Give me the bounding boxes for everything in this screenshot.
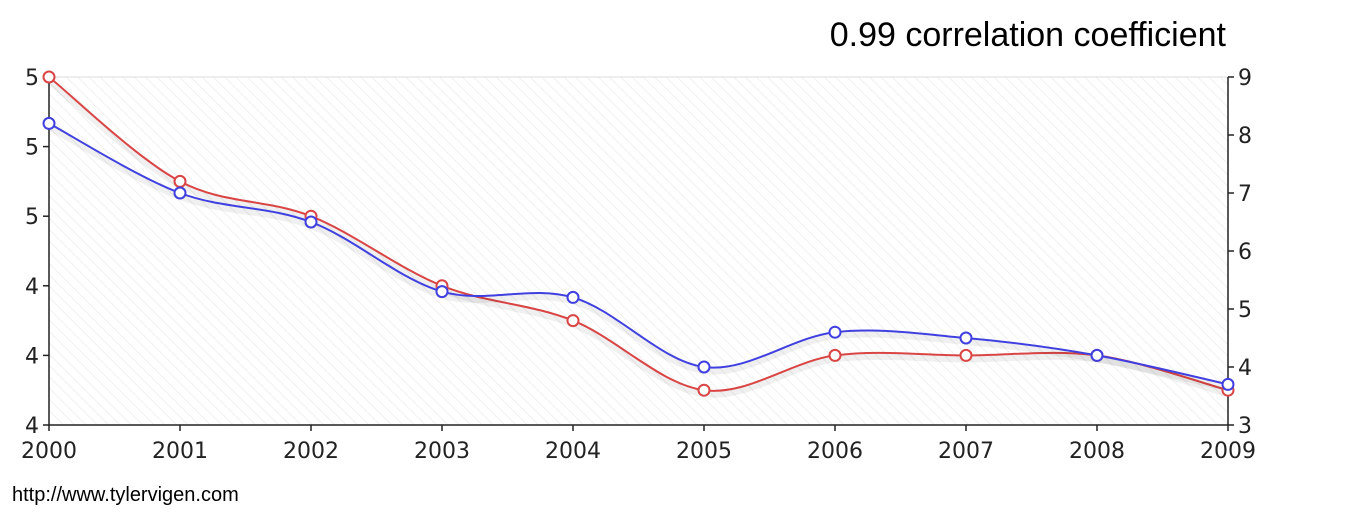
x-tick-label: 2002: [283, 439, 339, 464]
x-tick-label: 2005: [676, 439, 732, 464]
series-2-point: [42, 116, 56, 130]
series-1-line: [48, 76, 1229, 392]
source-url: http://www.tylervigen.com: [12, 484, 239, 506]
right-tick-label: 3: [1238, 414, 1252, 439]
series-1-point: [566, 314, 580, 328]
x-tick-label: 2003: [414, 439, 470, 464]
right-tick-label: 6: [1238, 240, 1252, 265]
series-2-point: [828, 325, 842, 339]
left-tick-label: 4: [25, 275, 39, 300]
series-1-point: [697, 383, 711, 397]
x-tick-label: 2009: [1200, 439, 1256, 464]
right-tick-label: 5: [1238, 298, 1252, 323]
left-tick-label: 5: [25, 136, 39, 161]
right-tick-label: 4: [1238, 356, 1252, 381]
series-2-point: [566, 290, 580, 304]
series-1-shadow: [47, 78, 1229, 398]
series-2-point: [173, 186, 187, 200]
x-tick-label: 2001: [152, 439, 208, 464]
right-tick-label: 7: [1238, 182, 1252, 207]
series-1-point: [173, 174, 187, 188]
right-tick-label: 9: [1238, 66, 1252, 91]
series-1-point: [42, 70, 56, 84]
x-tick-label: 2004: [545, 439, 601, 464]
x-tick-label: 2008: [1069, 439, 1125, 464]
series-2-line: [48, 122, 1229, 386]
left-tick-label: 5: [25, 66, 39, 91]
plot-background: [49, 77, 1228, 425]
x-tick-label: 2006: [807, 439, 863, 464]
left-tick-label: 4: [25, 344, 39, 369]
correlation-label: 0.99 correlation coefficient: [829, 16, 1226, 54]
series-2-point: [304, 215, 318, 229]
x-tick-label: 2007: [938, 439, 994, 464]
series-1-point: [828, 348, 842, 362]
series-2-point: [959, 331, 973, 345]
series-2-point: [697, 360, 711, 374]
left-tick-label: 4: [25, 414, 39, 439]
left-tick-label: 5: [25, 205, 39, 230]
series-2-point: [1090, 348, 1104, 362]
right-tick-label: 8: [1238, 124, 1252, 149]
x-tick-label: 2000: [21, 439, 77, 464]
series-1-point: [959, 348, 973, 362]
series-2-shadow: [47, 124, 1229, 392]
series-2-point: [1221, 377, 1235, 391]
series-2-point: [435, 285, 449, 299]
